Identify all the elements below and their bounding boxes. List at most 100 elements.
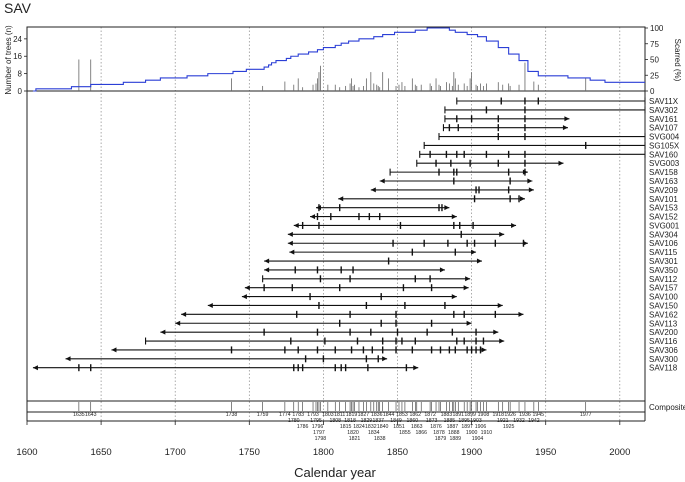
end-arrow [499,231,505,237]
composite-year-label: 1838 [374,436,386,442]
series-label: SAV302 [649,106,678,115]
right-tick-label: 100 [650,24,664,33]
end-arrow [466,320,472,326]
start-arrow [32,365,38,371]
series-label: SVG003 [649,159,680,168]
composite-year-label: 1899 [464,412,476,418]
x-tick-label: 1600 [16,447,37,458]
start-arrow [207,302,213,308]
composite-label: Composite [649,403,685,412]
start-arrow [289,249,295,255]
x-tick-label: 1700 [165,447,186,458]
series-label: SAV152 [649,213,678,222]
composite-year-label: 1819 [346,412,358,418]
start-arrow [264,267,270,273]
composite-year-label: 1863 [411,424,423,430]
composite-year-label: 1888 [448,430,460,436]
series-label: SAV106 [649,239,678,248]
top-panel-frame [26,26,646,92]
x-tick-label: 1650 [91,447,112,458]
sample-depth-line [32,27,645,92]
composite-year-label: 1906 [475,424,487,430]
composite-year-label: 1925 [503,424,515,430]
end-arrow [451,214,457,220]
left-tick-label: 0 [18,87,23,96]
end-arrow [499,338,505,344]
composite-year-label: 1815 [340,424,352,430]
composite-year-label: 1834 [368,430,380,436]
composite-year-label: 1797 [313,430,325,436]
end-arrow [451,294,457,300]
tree-series: SG105X [423,141,680,150]
tree-series: SAV106 [287,239,678,248]
composite-year-label: 1926 [504,412,516,418]
tree-series: SAV350 [264,266,678,275]
tree-series: SAV163 [379,177,678,186]
composite-year-label: 1793 [307,412,319,418]
tree-series: SAV301 [264,257,678,266]
end-arrow [465,276,471,282]
end-arrow [527,178,533,184]
composite-year-label: 1786 [297,424,309,430]
end-arrow [413,365,419,371]
tree-series: SAV200 [160,328,678,337]
top-panel: 0 8 16 24 0 25 50 75 100 [13,24,664,96]
tree-series: SAV118 [32,364,678,373]
series-label: SAV150 [649,301,678,310]
start-arrow [310,214,316,220]
start-arrow [181,311,187,317]
tree-series: SAV300 [65,355,678,364]
series-label: SVG004 [649,133,680,142]
end-arrow [528,187,534,193]
composite-frame [26,400,646,413]
composite-year-label: 1824 [353,424,365,430]
series-label: SAV350 [649,266,678,275]
composite-year-label: 1883 [441,412,453,418]
series-label: SAV301 [649,257,678,266]
composite-year-label: 1836 [371,412,383,418]
series-label: SAV163 [649,177,678,186]
tree-series: SAV113 [175,319,678,328]
x-tick-label: 1950 [535,447,556,458]
composite-year-label: 1879 [435,436,447,442]
start-arrow [287,231,293,237]
x-tick-label: 1900 [461,447,482,458]
tree-series: SAV107 [442,124,678,133]
composite-year-label: 1910 [481,430,493,436]
end-arrow [511,222,517,228]
series-label: SAV304 [649,230,678,239]
right-tick-label: 75 [650,40,659,49]
series-label: SAV162 [649,310,678,319]
series-label: SAV116 [649,337,678,346]
series-label: SAV11X [649,97,679,106]
start-arrow [287,240,293,246]
tree-series: SAV162 [181,310,678,319]
composite-year-label: 1977 [580,412,592,418]
tree-series: SAV116 [145,337,678,346]
start-arrow [175,320,181,326]
composite-year-label: 1918 [493,412,505,418]
series-label: SAV306 [649,346,678,355]
end-arrow [476,258,482,264]
tree-series: SAV11X [456,97,679,106]
tree-series: SAV209 [370,186,678,195]
end-arrow [481,347,487,353]
grid-layer [100,27,621,421]
composite-year-label: 1945 [533,412,545,418]
x-tick-label: 1750 [239,447,260,458]
composite-year-label: 1840 [377,424,389,430]
composite-year-label: 1783 [292,412,304,418]
start-arrow [379,178,385,184]
tree-series: SAV112 [262,275,678,284]
right-tick-label: 0 [650,87,655,96]
composite-year-label: 1759 [257,412,269,418]
series-label: SAV118 [649,364,678,373]
start-arrow [241,294,247,300]
composite-year-label: 1774 [279,412,291,418]
right-tick-label: 50 [650,56,659,65]
composite-year-label: 1844 [383,412,395,418]
series-label: SVG001 [649,221,680,230]
composite-year-label: 1851 [393,424,405,430]
end-arrow [564,116,570,122]
